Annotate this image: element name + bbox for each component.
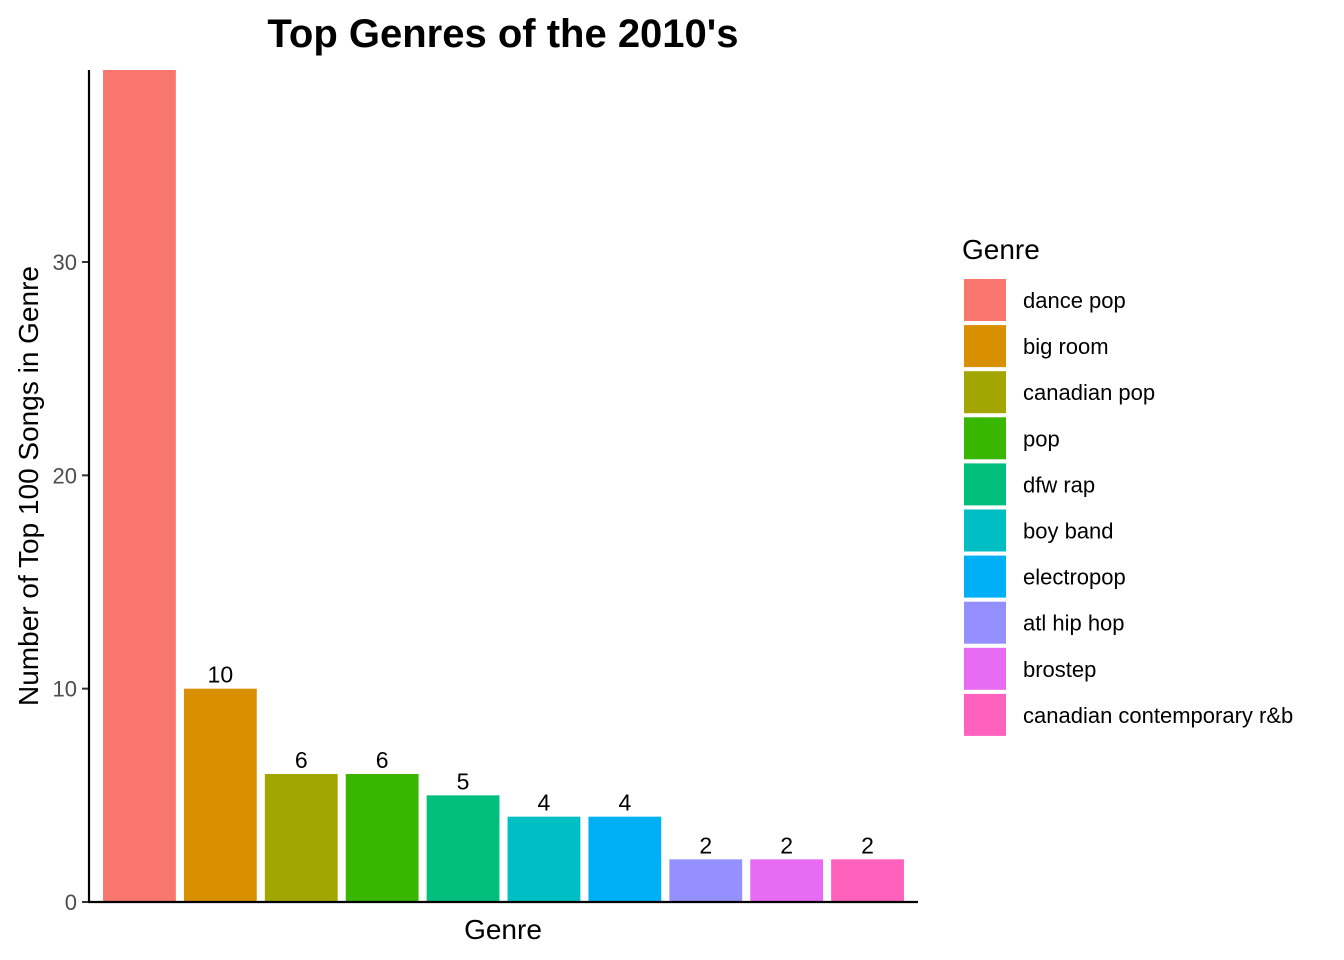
- bar: [426, 795, 500, 902]
- legend-label: big room: [1023, 334, 1109, 359]
- legend-label: brostep: [1023, 657, 1096, 682]
- bar: [588, 816, 662, 902]
- bars-group: [103, 70, 904, 902]
- legend-title: Genre: [962, 234, 1040, 265]
- legend-label: atl hip hop: [1023, 611, 1125, 636]
- data-label: 4: [538, 790, 551, 816]
- bar: [669, 859, 743, 902]
- bar: [345, 774, 419, 902]
- y-axis-title: Number of Top 100 Songs in Genre: [13, 266, 44, 706]
- y-axis-ticks: 0 10 20 30: [53, 250, 89, 915]
- chart-title: Top Genres of the 2010's: [267, 12, 738, 56]
- legend-label: electropop: [1023, 565, 1126, 590]
- data-labels-group: 10 6 6 5 4 4 2 2 2: [208, 662, 874, 859]
- bar: [507, 816, 581, 902]
- legend-swatch: [964, 325, 1006, 368]
- legend-swatch: [964, 601, 1006, 644]
- bar: [183, 688, 257, 902]
- legend-swatch: [964, 417, 1006, 460]
- data-label: 2: [780, 832, 793, 858]
- bar: [264, 774, 338, 902]
- legend-items: dance pop big room canadian pop pop dfw rap b…: [964, 279, 1293, 736]
- legend-label: canadian pop: [1023, 380, 1155, 405]
- data-label: 6: [376, 747, 389, 773]
- legend-swatch: [964, 463, 1006, 506]
- y-tick-label: 0: [65, 890, 77, 915]
- y-tick-label: 20: [53, 463, 77, 488]
- legend-swatch: [964, 279, 1006, 321]
- legend-swatch: [964, 647, 1006, 690]
- data-label: 2: [861, 832, 874, 858]
- legend: Genre dance pop big room canadian pop pop df…: [962, 234, 1293, 736]
- legend-swatch: [964, 555, 1006, 598]
- bar: [103, 70, 176, 902]
- bar: [831, 859, 904, 902]
- data-label: 10: [208, 662, 234, 688]
- legend-swatch: [964, 509, 1006, 552]
- data-label: 2: [699, 832, 712, 858]
- x-axis-title: Genre: [464, 914, 542, 945]
- legend-label: pop: [1023, 426, 1060, 451]
- data-label: 5: [457, 768, 470, 794]
- legend-label: dance pop: [1023, 288, 1126, 313]
- legend-label: dfw rap: [1023, 472, 1095, 497]
- y-tick-label: 30: [53, 250, 77, 275]
- legend-swatch: [964, 371, 1006, 414]
- legend-label: boy band: [1023, 519, 1114, 544]
- legend-swatch: [964, 693, 1006, 736]
- bar: [750, 859, 824, 902]
- y-tick-label: 10: [53, 677, 77, 702]
- data-label: 6: [295, 747, 308, 773]
- data-label: 4: [618, 790, 631, 816]
- legend-label: canadian contemporary r&b: [1023, 703, 1293, 728]
